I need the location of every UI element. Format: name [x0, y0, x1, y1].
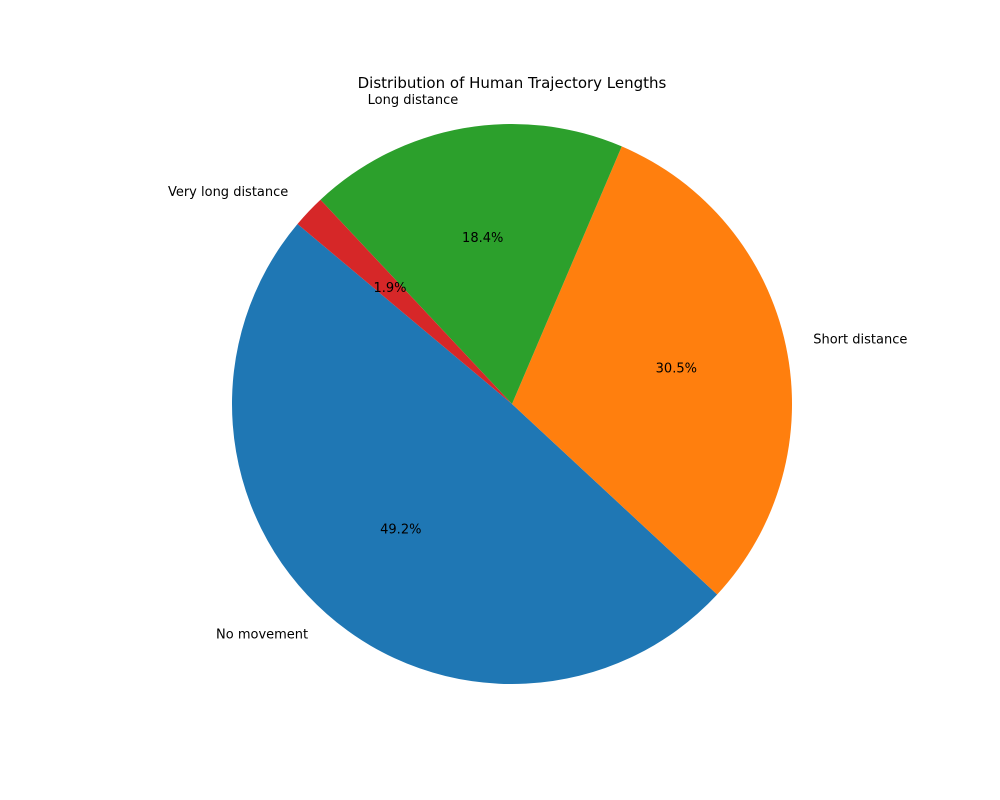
slice-label: Very long distance [168, 185, 288, 200]
slice-percent-label: 49.2% [380, 522, 421, 537]
slice-percent-label: 18.4% [462, 231, 503, 246]
pie-slice-very-long-distance [297, 199, 512, 404]
slice-label: No movement [216, 627, 308, 642]
slice-percent-label: 1.9% [373, 281, 406, 296]
pie-slice-long-distance [320, 123, 622, 404]
slice-label: Long distance [368, 93, 459, 108]
pie-slices [232, 123, 792, 684]
pie-slice-short-distance [512, 146, 792, 595]
slice-label: Short distance [813, 332, 907, 347]
slice-percent-label: 30.5% [656, 362, 697, 377]
pie-labels: No movement 49.2% Short distance 30.5% Long … [168, 93, 907, 642]
pie-slice-no-movement [232, 224, 718, 684]
chart-title: Distribution of Human Trajectory Lengths [358, 74, 667, 92]
